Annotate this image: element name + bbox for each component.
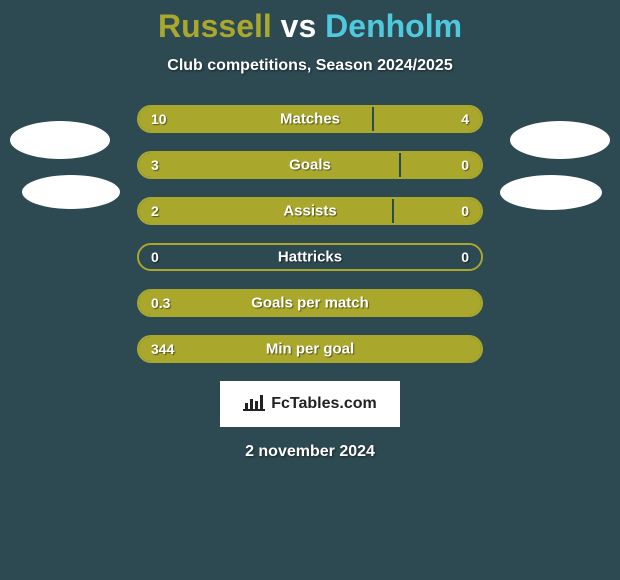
stat-row: 3 0 Goals <box>137 151 483 179</box>
player1-club-logo <box>22 175 120 209</box>
date: 2 november 2024 <box>10 443 610 461</box>
subtitle: Club competitions, Season 2024/2025 <box>0 57 620 75</box>
stat-left-value: 344 <box>151 341 174 357</box>
player2-club-logo <box>500 175 602 210</box>
stat-left-fill <box>139 153 399 177</box>
chart-icon <box>243 393 265 416</box>
stat-right-value: 0 <box>461 249 469 265</box>
stat-row: 0.3 Goals per match <box>137 289 483 317</box>
stat-row: 0 0 Hattricks <box>137 243 483 271</box>
stat-row: 10 4 Matches <box>137 105 483 133</box>
main-container: Russell vs Denholm Club competitions, Se… <box>0 0 620 461</box>
vs-text: vs <box>281 8 317 44</box>
player1-avatar <box>10 121 110 159</box>
stat-left-value: 0 <box>151 249 159 265</box>
player1-name: Russell <box>158 8 272 44</box>
stat-row: 2 0 Assists <box>137 197 483 225</box>
stat-label: Min per goal <box>266 341 354 358</box>
stat-label: Matches <box>280 111 340 128</box>
stat-label: Goals <box>289 157 331 174</box>
logo-text: FcTables.com <box>271 395 377 413</box>
stat-left-fill <box>139 199 392 223</box>
stat-left-value: 2 <box>151 203 159 219</box>
stat-left-value: 10 <box>151 111 167 127</box>
stat-bars: 10 4 Matches 3 0 Goals 2 0 Assists 0 0 Hattricks 0.3… <box>137 105 483 363</box>
stat-label: Assists <box>283 203 336 220</box>
site-logo: FcTables.com <box>220 381 400 427</box>
stat-label: Goals per match <box>251 295 369 312</box>
stat-left-value: 0.3 <box>151 295 170 311</box>
stat-row: 344 Min per goal <box>137 335 483 363</box>
stat-label: Hattricks <box>278 249 342 266</box>
stat-left-value: 3 <box>151 157 159 173</box>
stat-right-value: 4 <box>461 111 469 127</box>
stat-right-value: 0 <box>461 157 469 173</box>
stat-right-value: 0 <box>461 203 469 219</box>
player2-name: Denholm <box>325 8 462 44</box>
page-title: Russell vs Denholm <box>0 8 620 45</box>
player2-avatar <box>510 121 610 159</box>
stats-section: 10 4 Matches 3 0 Goals 2 0 Assists 0 0 Hattricks 0.3… <box>0 105 620 461</box>
